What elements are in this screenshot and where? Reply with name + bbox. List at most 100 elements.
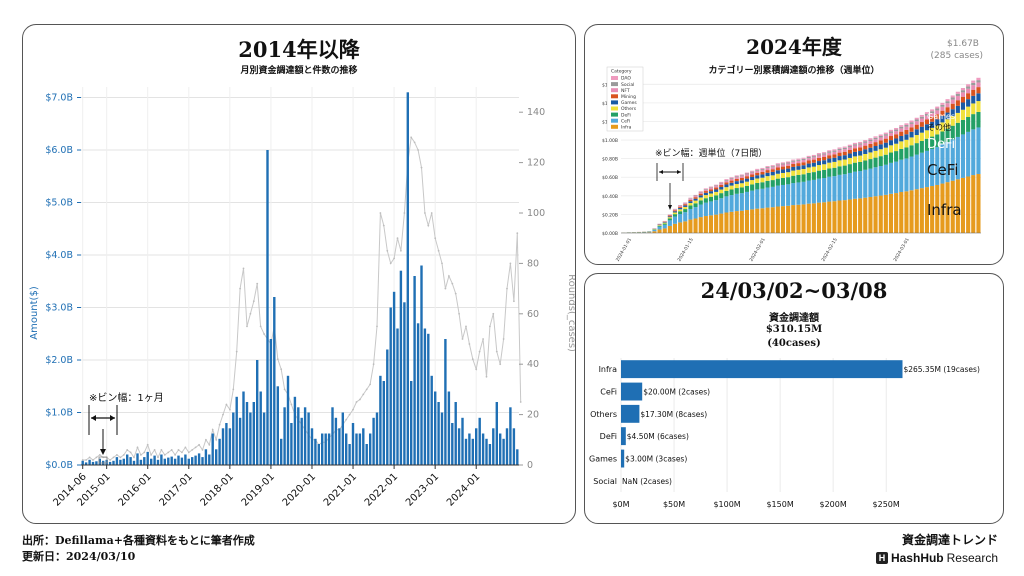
stacked-segment-nft xyxy=(688,198,693,200)
stacked-segment-cefi xyxy=(847,172,852,200)
stacked-segment-others xyxy=(765,176,770,181)
stacked-segment-cefi xyxy=(760,188,765,209)
rounds-point xyxy=(157,456,159,459)
stacked-segment-cefi xyxy=(894,161,899,194)
stacked-segment-others xyxy=(780,172,786,178)
stacked-segment-nft xyxy=(770,167,775,170)
stacked-segment-defi xyxy=(667,218,672,221)
stacked-segment-games xyxy=(919,126,924,133)
amount-bar xyxy=(505,428,509,466)
stacked-segment-infra xyxy=(801,204,806,233)
rounds-point xyxy=(218,423,221,426)
rounds-point xyxy=(174,454,177,456)
stacked-segment-cefi xyxy=(806,180,811,204)
cumulative-category-chart: $0.00B$0.20B$0.40B$0.60B$0.80B$1.00B$1.2… xyxy=(602,66,981,263)
amount-bar xyxy=(180,457,184,465)
stacked-segment-others xyxy=(894,143,899,152)
stacked-segment-cefi xyxy=(796,182,801,205)
stacked-segment-infra xyxy=(971,175,976,233)
stacked-segment-infra xyxy=(811,203,816,233)
amount-bar xyxy=(221,428,225,466)
stacked-segment-social xyxy=(724,179,729,181)
panel-title: 24/03/02~03/08 xyxy=(700,278,888,303)
stacked-segment-social xyxy=(791,160,796,162)
amount-bar xyxy=(451,423,454,465)
stacked-segment-mining xyxy=(714,187,719,190)
stacked-segment-dao xyxy=(847,144,852,147)
stacked-segment-others xyxy=(899,141,904,149)
stacked-segment-nft xyxy=(734,177,739,179)
rounds-point xyxy=(362,393,365,396)
amount-bar xyxy=(242,391,245,465)
stacked-segment-games xyxy=(714,189,719,192)
stacked-segment-others xyxy=(950,116,955,126)
stacked-segment-social xyxy=(734,176,739,178)
amount-bar xyxy=(153,455,156,465)
total-cases: (285 cases) xyxy=(930,51,983,61)
stacked-segment-mining xyxy=(796,163,801,167)
rounds-point xyxy=(222,413,224,416)
stacked-segment-games xyxy=(765,172,770,177)
stacked-segment-others xyxy=(734,184,739,189)
panel-title: 2024年度 xyxy=(746,35,842,59)
amount-bar xyxy=(447,391,451,465)
inline-label: Games xyxy=(927,112,955,121)
rounds-point xyxy=(146,443,149,446)
stacked-segment-infra xyxy=(827,201,832,233)
stacked-segment-nft xyxy=(822,154,827,157)
x-tick-label: 2020-01 xyxy=(281,471,318,508)
stacked-segment-games xyxy=(914,129,919,136)
stacked-segment-defi xyxy=(801,174,806,182)
y2-tick-label: 0 xyxy=(527,460,533,471)
y-tick-label: $0.20B xyxy=(602,212,618,218)
stacked-segment-social xyxy=(883,134,888,136)
stacked-segment-others xyxy=(888,145,894,153)
stacked-segment-dao xyxy=(801,157,806,159)
x-tick-label: 2016-01 xyxy=(117,471,154,508)
panel-title: 2014年以降 xyxy=(238,37,360,62)
stacked-segment-others xyxy=(966,106,971,118)
stacked-segment-infra xyxy=(652,231,657,233)
stacked-segment-mining xyxy=(734,178,739,182)
amount-bar xyxy=(146,451,149,465)
stacked-segment-others xyxy=(873,150,878,158)
stacked-segment-dao xyxy=(724,179,729,180)
stacked-segment-others xyxy=(708,193,714,197)
hashhub-brand[interactable]: H HashHub Research xyxy=(875,551,998,565)
stacked-segment-infra xyxy=(688,219,693,233)
stacked-segment-others xyxy=(806,167,811,173)
stacked-segment-defi xyxy=(899,148,904,160)
stacked-segment-nft xyxy=(827,152,832,156)
stacked-segment-cefi xyxy=(683,212,688,222)
stacked-segment-mining xyxy=(672,210,678,212)
stacked-segment-cefi xyxy=(863,169,868,198)
legend-swatch-defi xyxy=(611,112,618,117)
amount-bar xyxy=(437,402,440,465)
stacked-segment-nft xyxy=(894,131,899,135)
stacked-segment-defi xyxy=(940,131,945,145)
stacked-segment-dao xyxy=(719,181,724,183)
stacked-segment-social xyxy=(760,168,765,170)
amount-bar xyxy=(310,428,314,466)
stacked-segment-others xyxy=(744,181,750,186)
amount-bar xyxy=(245,402,249,465)
legend-swatch-mining xyxy=(611,94,618,99)
stacked-segment-cefi xyxy=(924,150,930,188)
amount-bar xyxy=(362,428,365,466)
amount-bar xyxy=(471,438,474,466)
stacked-segment-infra xyxy=(894,193,899,233)
stacked-segment-dao xyxy=(729,177,734,179)
stacked-segment-social xyxy=(935,108,940,111)
rounds-point xyxy=(85,459,87,461)
rounds-point xyxy=(465,325,467,328)
stacked-segment-nft xyxy=(966,88,971,94)
stacked-segment-social xyxy=(786,162,791,164)
y-tick-label: $0.0B xyxy=(45,460,73,471)
stacked-segment-games xyxy=(734,181,739,185)
stacked-segment-cefi xyxy=(888,162,894,194)
stacked-segment-games xyxy=(924,124,930,131)
stacked-segment-cefi xyxy=(842,174,847,201)
stacked-segment-infra xyxy=(765,207,770,233)
stacked-segment-cefi xyxy=(750,190,755,210)
stacked-segment-others xyxy=(678,209,683,212)
